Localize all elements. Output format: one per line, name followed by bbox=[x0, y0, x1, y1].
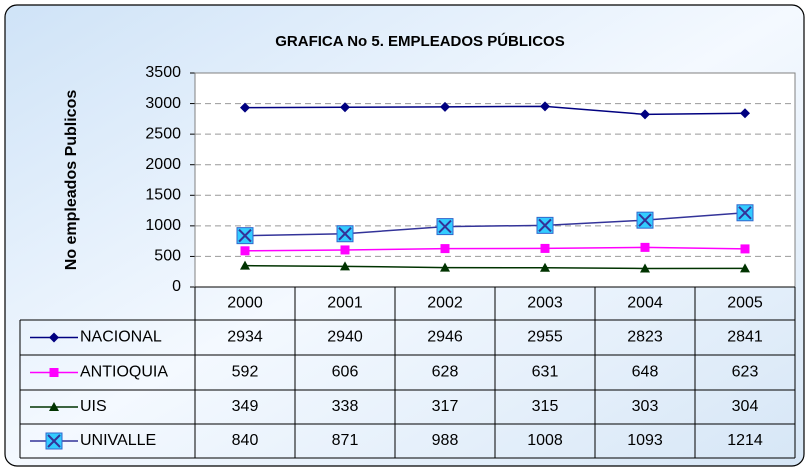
y-tick-label: 2500 bbox=[145, 125, 181, 142]
y-axis-label: No empleados Publicos bbox=[63, 90, 80, 271]
table-cell: 303 bbox=[632, 398, 659, 415]
data-point bbox=[636, 211, 654, 229]
data-point bbox=[540, 243, 550, 253]
data-point bbox=[740, 263, 750, 273]
table-cell: 1008 bbox=[527, 432, 563, 449]
table-cell: 304 bbox=[732, 398, 759, 415]
y-tick-label: 3000 bbox=[145, 95, 181, 112]
data-point bbox=[340, 245, 350, 255]
legend-marker bbox=[49, 368, 59, 377]
table-cell: 317 bbox=[432, 398, 459, 415]
y-tick-label: 500 bbox=[154, 248, 181, 265]
data-point bbox=[640, 242, 650, 252]
data-point bbox=[236, 227, 254, 245]
table-cell: 631 bbox=[532, 364, 559, 381]
chart-title: GRAFICA No 5. EMPLEADOS PÚBLICOS bbox=[275, 32, 564, 50]
data-point bbox=[436, 218, 454, 236]
y-tick-label: 2000 bbox=[145, 156, 181, 173]
x-tick-label: 2001 bbox=[327, 295, 363, 312]
legend-label: NACIONAL bbox=[80, 329, 162, 346]
table-cell: 648 bbox=[632, 364, 659, 381]
x-tick-label: 2004 bbox=[627, 295, 663, 312]
plot-area bbox=[195, 73, 795, 287]
x-tick-label: 2000 bbox=[227, 295, 263, 312]
table-cell: 2955 bbox=[527, 329, 563, 346]
data-point bbox=[240, 260, 250, 270]
legend-marker bbox=[49, 402, 59, 411]
y-tick-label: 1000 bbox=[145, 217, 181, 234]
table-cell: 988 bbox=[432, 432, 459, 449]
legend-marker bbox=[45, 432, 63, 450]
x-tick-label: 2005 bbox=[727, 295, 763, 312]
x-tick-label: 2002 bbox=[427, 295, 463, 312]
x-tick-label: 2003 bbox=[527, 295, 563, 312]
data-point bbox=[640, 263, 650, 273]
table-cell: 2841 bbox=[727, 329, 763, 346]
data-point bbox=[340, 261, 350, 271]
y-tick-label: 1500 bbox=[145, 187, 181, 204]
table-cell: 315 bbox=[532, 398, 559, 415]
legend-label: ANTIOQUIA bbox=[80, 364, 168, 381]
data-point bbox=[540, 101, 550, 112]
table-cell: 1093 bbox=[627, 432, 663, 449]
data-point bbox=[240, 102, 250, 113]
data-point bbox=[340, 102, 350, 113]
data-point bbox=[440, 101, 450, 112]
legend-label: UNIVALLE bbox=[80, 432, 156, 449]
data-point bbox=[736, 204, 754, 222]
y-tick-label: 0 bbox=[172, 278, 181, 295]
table-cell: 2823 bbox=[627, 329, 663, 346]
legend-marker bbox=[49, 332, 59, 343]
series-line bbox=[244, 212, 746, 237]
data-point bbox=[336, 225, 354, 243]
data-point bbox=[240, 246, 250, 256]
table-cell: 623 bbox=[732, 364, 759, 381]
table-cell: 1214 bbox=[727, 432, 763, 449]
data-point bbox=[536, 216, 554, 234]
table-cell: 628 bbox=[432, 364, 459, 381]
data-point bbox=[440, 262, 450, 272]
table-cell: 2946 bbox=[427, 329, 463, 346]
table-cell: 871 bbox=[332, 432, 359, 449]
data-point bbox=[540, 262, 550, 272]
table-cell: 338 bbox=[332, 398, 359, 415]
table-cell: 606 bbox=[332, 364, 359, 381]
table-cell: 840 bbox=[232, 432, 259, 449]
data-point bbox=[640, 109, 650, 120]
series-line bbox=[244, 105, 746, 116]
table-cell: 2940 bbox=[327, 329, 363, 346]
legend-label: UIS bbox=[80, 398, 107, 415]
table-cell: 592 bbox=[232, 364, 259, 381]
series-line bbox=[244, 246, 746, 252]
data-point bbox=[740, 108, 750, 119]
data-point bbox=[440, 244, 450, 254]
y-tick-label: 3500 bbox=[145, 64, 181, 81]
series-line bbox=[244, 264, 746, 270]
data-point bbox=[740, 244, 750, 254]
table-cell: 2934 bbox=[227, 329, 263, 346]
table-cell: 349 bbox=[232, 398, 259, 415]
